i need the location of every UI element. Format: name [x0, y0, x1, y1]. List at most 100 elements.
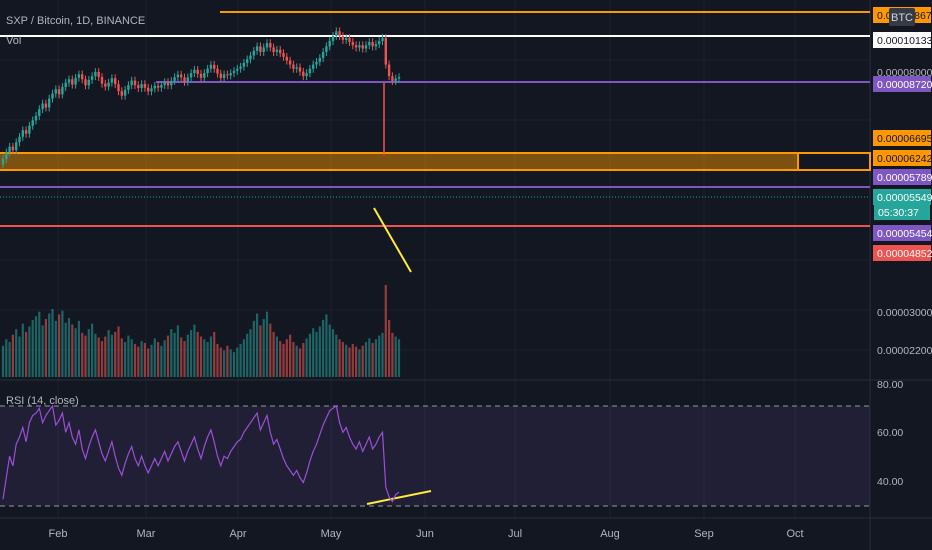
price-level-tag[interactable] — [873, 32, 931, 48]
volume-bar — [252, 320, 255, 377]
candle-body — [100, 76, 104, 84]
price-level-tag[interactable] — [873, 76, 931, 92]
volume-bar — [355, 346, 358, 377]
zone-extension[interactable] — [797, 152, 871, 171]
price-level-tag[interactable] — [873, 150, 931, 166]
volume-bar — [166, 335, 170, 377]
volume-bar — [147, 348, 150, 377]
volume-bar — [249, 329, 252, 377]
volume-bar — [289, 334, 292, 377]
volume-bar — [44, 319, 47, 377]
candle-body — [252, 50, 255, 56]
candle-body — [246, 59, 249, 63]
countdown-label: 05:30:37 — [878, 207, 919, 219]
candle-body — [249, 55, 252, 60]
trend-line-price[interactable] — [373, 207, 412, 273]
volume-bar — [1, 345, 5, 377]
volume-bar — [28, 326, 31, 377]
volume-bar — [110, 334, 113, 377]
candle-body — [11, 146, 15, 151]
currency-badge[interactable] — [889, 8, 915, 26]
candle-body — [328, 41, 331, 47]
price-level-label: 0.00010133 — [877, 35, 932, 47]
candle-body — [1, 158, 5, 165]
volume-bar — [5, 339, 8, 377]
volume-bar — [41, 325, 44, 377]
volume-bar — [325, 314, 328, 377]
volume-bar — [64, 322, 67, 377]
volume-bar — [275, 336, 278, 377]
volume-bar — [206, 342, 209, 377]
volume-bar — [368, 338, 371, 377]
volume-bar — [335, 334, 338, 377]
volume-bar — [295, 345, 298, 377]
price-level-tag[interactable] — [873, 169, 931, 185]
candle-body — [90, 76, 94, 80]
volume-bar — [18, 336, 21, 377]
volume-bar — [246, 333, 249, 377]
volume-bar — [117, 326, 120, 377]
volume-bar — [394, 336, 397, 377]
volume-bar — [114, 331, 117, 377]
candle-body — [209, 64, 213, 69]
candle-body — [351, 42, 354, 46]
candle-body — [137, 85, 140, 89]
candle-body — [368, 42, 371, 46]
time-tick-label: Sep — [694, 528, 714, 540]
volume-bar — [120, 338, 123, 377]
candle-body — [74, 77, 77, 85]
candle-body — [147, 87, 150, 92]
resistance-zone[interactable] — [0, 153, 798, 170]
candle-body — [387, 64, 391, 77]
volume-bar — [133, 343, 137, 377]
price-level-label: 0.00004852 — [877, 248, 932, 260]
candle-body — [24, 130, 28, 134]
price-level-tag[interactable] — [873, 225, 931, 241]
volume-bar — [107, 330, 110, 377]
volume-bar — [364, 342, 368, 377]
time-axis[interactable]: Feb Mar Apr May Jun Jul Aug Sep Oct — [49, 528, 804, 540]
volume-bar — [331, 329, 335, 377]
volume-bar — [74, 328, 77, 377]
candle-body — [354, 45, 358, 48]
candle-body — [104, 83, 107, 87]
price-level-tag[interactable] — [873, 189, 931, 205]
volume-bar — [100, 341, 104, 377]
volume-bar — [153, 338, 156, 377]
volume-bar — [351, 343, 354, 377]
volume-bar — [269, 323, 272, 377]
candle-body — [345, 37, 348, 40]
volume-bar — [176, 325, 179, 377]
volume-bar — [302, 342, 305, 377]
candle-body — [312, 64, 315, 69]
price-level-tag[interactable] — [873, 245, 931, 261]
volume-bar — [127, 335, 130, 377]
candle-body — [269, 43, 272, 48]
candle-body — [153, 85, 156, 89]
candle-body — [341, 35, 345, 40]
volume-bar — [374, 339, 377, 377]
candle-body — [259, 46, 262, 52]
volume-bar — [180, 337, 183, 377]
trend-line-rsi[interactable] — [366, 490, 432, 505]
volume-bar — [157, 342, 160, 377]
volume-bar — [328, 324, 331, 377]
candle-body — [378, 41, 381, 45]
candle-body — [51, 93, 54, 99]
price-level-tag[interactable] — [873, 130, 931, 146]
volume-bar — [199, 336, 203, 377]
volume-bar — [388, 319, 391, 377]
volume-bar — [196, 331, 199, 377]
currency-badge-label: BTC — [891, 12, 913, 24]
volume-bar — [137, 346, 140, 377]
candle-body — [123, 89, 127, 96]
volume-bar — [209, 336, 212, 377]
rsi-tick-label: 80.00 — [877, 379, 903, 391]
candle-body — [114, 78, 117, 85]
horizontal-levels[interactable] — [0, 11, 871, 227]
price-axis[interactable]: 0.000118670.000101330.000087200.00006695… — [873, 7, 932, 261]
candle-body — [34, 115, 38, 121]
volume-bar — [193, 324, 196, 377]
candle-body — [358, 45, 361, 48]
